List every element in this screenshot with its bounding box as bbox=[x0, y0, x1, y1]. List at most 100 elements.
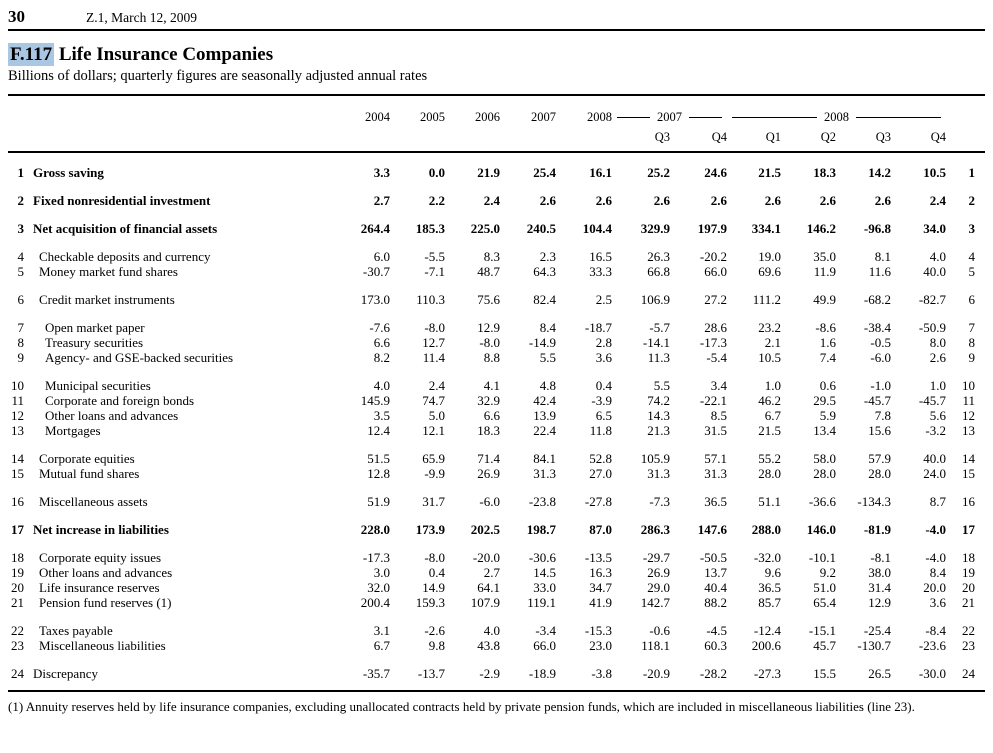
footnote: (1) Annuity reserves held by life insura… bbox=[8, 699, 915, 714]
cell-value: 21.9 bbox=[477, 165, 500, 180]
cell-value: 16.1 bbox=[589, 165, 612, 180]
row-label: Credit market instruments bbox=[39, 292, 175, 307]
cell-value: 65.9 bbox=[422, 451, 445, 466]
cell-value: -6.0 bbox=[870, 350, 891, 365]
cell-value: 2.2 bbox=[428, 193, 445, 208]
cell-value: 119.1 bbox=[527, 595, 556, 610]
cell-value: 46.2 bbox=[758, 393, 781, 408]
cell-value: 69.6 bbox=[758, 264, 781, 279]
cell-value: 11.8 bbox=[589, 423, 612, 438]
line-number-left: 13 bbox=[11, 423, 24, 438]
cell-value: -8.4 bbox=[925, 623, 946, 638]
cell-value: 51.5 bbox=[367, 451, 390, 466]
cell-value: 33.3 bbox=[589, 264, 612, 279]
table-title: F.117 Life Insurance Companies bbox=[8, 43, 985, 66]
cell-value: 40.4 bbox=[704, 580, 727, 595]
cell-value: 2.6 bbox=[819, 193, 836, 208]
cell-value: 228.0 bbox=[360, 522, 390, 537]
table-row: 8 Treasury securities 6.6 12.7 -8.0 -14.9 2.8 -… bbox=[8, 335, 985, 350]
row-spacer bbox=[8, 236, 985, 249]
cell-value: -14.1 bbox=[642, 335, 670, 350]
cell-value: 14.5 bbox=[533, 565, 556, 580]
title-rule bbox=[8, 94, 985, 96]
cell-value: -1.0 bbox=[870, 378, 891, 393]
cell-value: 82.4 bbox=[533, 292, 556, 307]
row-label: Gross saving bbox=[33, 165, 104, 180]
cell-value: 5.5 bbox=[653, 378, 670, 393]
cell-value: 8.4 bbox=[539, 320, 556, 335]
cell-value: -38.4 bbox=[863, 320, 891, 335]
cell-value: 106.9 bbox=[640, 292, 670, 307]
line-number-right: 6 bbox=[968, 292, 976, 307]
cell-value: 23.0 bbox=[589, 638, 612, 653]
row-spacer bbox=[8, 481, 985, 494]
row-label: Mutual fund shares bbox=[39, 466, 140, 481]
cell-value: -8.1 bbox=[870, 550, 891, 565]
line-number-right: 20 bbox=[962, 580, 975, 595]
cell-value: 240.5 bbox=[526, 221, 556, 236]
cell-value: 2.4 bbox=[483, 193, 500, 208]
line-number-left: 9 bbox=[17, 350, 25, 365]
cell-value: 8.2 bbox=[373, 350, 390, 365]
row-label: Discrepancy bbox=[33, 666, 98, 681]
line-number-left: 20 bbox=[11, 580, 24, 595]
row-spacer bbox=[8, 537, 985, 550]
cell-value: 107.9 bbox=[470, 595, 500, 610]
cell-value: 334.1 bbox=[751, 221, 781, 236]
cell-value: -2.6 bbox=[424, 623, 445, 638]
cell-value: -0.6 bbox=[649, 623, 670, 638]
cell-value: -82.7 bbox=[918, 292, 946, 307]
cell-value: 40.0 bbox=[923, 451, 946, 466]
cell-value: 64.1 bbox=[477, 580, 500, 595]
cell-value: 9.8 bbox=[428, 638, 445, 653]
row-label: Taxes payable bbox=[39, 623, 113, 638]
cell-value: 31.5 bbox=[704, 423, 727, 438]
cell-value: 22.4 bbox=[533, 423, 556, 438]
row-label: Money market fund shares bbox=[39, 264, 178, 279]
cell-value: 88.2 bbox=[704, 595, 727, 610]
line-number-left: 12 bbox=[11, 408, 24, 423]
line-number-right: 11 bbox=[962, 393, 975, 408]
row-label: Corporate and foreign bonds bbox=[45, 393, 195, 408]
cell-value: 2.6 bbox=[539, 193, 556, 208]
cell-value: -68.2 bbox=[863, 292, 891, 307]
row-label: Mortgages bbox=[45, 423, 101, 438]
line-number-left: 10 bbox=[11, 378, 24, 393]
cell-value: -17.3 bbox=[699, 335, 727, 350]
cell-value: 11.9 bbox=[813, 264, 836, 279]
cell-value: 7.8 bbox=[874, 408, 891, 423]
cell-value: 33.0 bbox=[533, 580, 556, 595]
table-row: 20 Life insurance reserves 32.0 14.9 64.1 33.… bbox=[8, 580, 985, 595]
line-number-left: 2 bbox=[17, 193, 25, 208]
row-label: Open market paper bbox=[45, 320, 145, 335]
page-header: 30 Z.1, March 12, 2009 bbox=[8, 0, 985, 29]
cell-value: 10.5 bbox=[758, 350, 781, 365]
quarter-header-row: Q3 Q4 Q1 Q2 Q3 Q4 bbox=[8, 128, 985, 153]
cell-value: 57.1 bbox=[704, 451, 727, 466]
row-spacer bbox=[8, 152, 985, 165]
row-label: Net acquisition of financial assets bbox=[33, 221, 218, 236]
cell-value: 2.6 bbox=[595, 193, 612, 208]
table-body: 1 Gross saving 3.3 0.0 21.9 25.4 16.1 25.2 24.6 2… bbox=[8, 152, 985, 681]
cell-value: 20.0 bbox=[923, 580, 946, 595]
table-row: 23 Miscellaneous liabilities 6.7 9.8 43.8 66.… bbox=[8, 638, 985, 653]
line-number-right: 23 bbox=[962, 638, 975, 653]
cell-value: 286.3 bbox=[640, 522, 670, 537]
group-rule-right bbox=[856, 117, 941, 118]
col-header-2006: 2006 bbox=[475, 110, 500, 124]
line-number-left: 14 bbox=[11, 451, 24, 466]
cell-value: 3.3 bbox=[373, 165, 390, 180]
cell-value: -20.9 bbox=[642, 666, 670, 681]
line-number-right: 19 bbox=[962, 565, 975, 580]
row-label: Agency- and GSE-backed securities bbox=[45, 350, 234, 365]
cell-value: 1.6 bbox=[819, 335, 836, 350]
cell-value: 65.4 bbox=[813, 595, 836, 610]
cell-value: 38.0 bbox=[868, 565, 891, 580]
cell-value: 14.9 bbox=[422, 580, 445, 595]
cell-value: -3.9 bbox=[591, 393, 612, 408]
cell-value: 105.9 bbox=[640, 451, 670, 466]
cell-value: 28.0 bbox=[813, 466, 836, 481]
cell-value: 24.0 bbox=[923, 466, 946, 481]
cell-value: -30.6 bbox=[528, 550, 556, 565]
cell-value: 45.7 bbox=[813, 638, 836, 653]
